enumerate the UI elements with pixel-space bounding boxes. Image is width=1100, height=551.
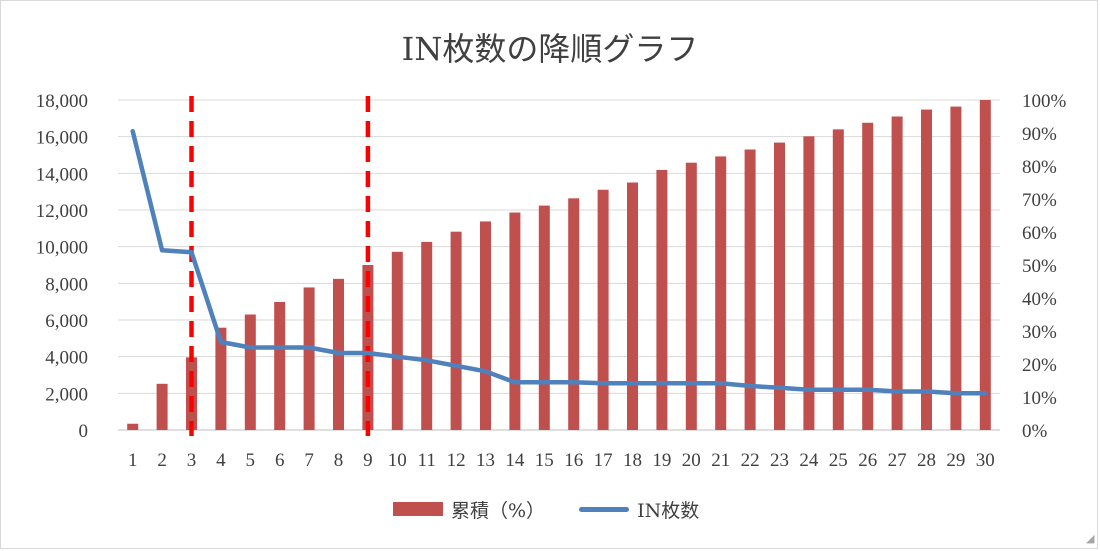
left-tick-label: 2,000 bbox=[45, 384, 88, 405]
right-axis-ticks: 0% 10% 20% 30% 40% 50% 60% 70% 80% 90% 100% bbox=[1022, 91, 1067, 442]
right-tick-label: 50% bbox=[1022, 256, 1057, 277]
right-tick-label: 30% bbox=[1022, 322, 1057, 343]
legend-item-in-count: IN枚数 bbox=[579, 496, 699, 523]
x-tick-label: 3 bbox=[187, 450, 197, 471]
right-tick-label: 90% bbox=[1022, 124, 1057, 145]
bar-19 bbox=[656, 169, 668, 430]
x-tick-label: 4 bbox=[216, 450, 226, 471]
line-in-count bbox=[130, 128, 988, 396]
bar-25 bbox=[832, 129, 844, 430]
x-tick-label: 7 bbox=[304, 450, 314, 471]
left-tick-label: 16,000 bbox=[36, 128, 88, 149]
x-tick-label: 17 bbox=[594, 450, 613, 471]
legend: 累積（%） IN枚数 bbox=[393, 494, 733, 524]
bar-15 bbox=[538, 205, 550, 430]
left-tick-label: 10,000 bbox=[36, 238, 88, 259]
legend-swatch-line bbox=[579, 506, 630, 512]
bar-23 bbox=[774, 142, 785, 430]
bar-21 bbox=[715, 156, 727, 430]
x-tick-label: 20 bbox=[682, 450, 701, 471]
left-tick-label: 6,000 bbox=[45, 311, 88, 332]
x-tick-label: 27 bbox=[888, 450, 907, 471]
right-tick-label: 100% bbox=[1022, 91, 1067, 112]
right-tick-label: 80% bbox=[1022, 157, 1057, 178]
right-tick-label: 0% bbox=[1022, 421, 1048, 442]
bar-10 bbox=[391, 251, 403, 430]
legend-label-cumulative: 累積（%） bbox=[451, 499, 546, 522]
x-tick-label: 11 bbox=[418, 450, 436, 471]
bar-12 bbox=[450, 231, 462, 430]
bar-14 bbox=[509, 212, 521, 430]
chart-title: IN枚数の降順グラフ bbox=[401, 30, 699, 68]
resize-handle-icon[interactable]: ◢ bbox=[1086, 532, 1095, 545]
right-tick-label: 10% bbox=[1022, 388, 1057, 409]
x-tick-label: 21 bbox=[711, 450, 730, 471]
bar-18 bbox=[627, 182, 638, 430]
x-tick-label: 12 bbox=[447, 450, 466, 471]
x-tick-label: 26 bbox=[858, 450, 877, 471]
gridlines bbox=[118, 99, 1000, 431]
x-tick-label: 25 bbox=[829, 450, 848, 471]
legend-swatch-bar bbox=[393, 502, 443, 516]
x-tick-label: 16 bbox=[564, 450, 583, 471]
right-tick-label: 60% bbox=[1022, 223, 1057, 244]
x-tick-label: 14 bbox=[505, 450, 525, 471]
right-tick-label: 40% bbox=[1022, 289, 1057, 310]
reference-lines bbox=[189, 96, 371, 436]
x-tick-label: 22 bbox=[741, 450, 760, 471]
bar-3 bbox=[186, 357, 197, 430]
x-tick-label: 24 bbox=[799, 450, 819, 471]
x-tick-label: 10 bbox=[388, 450, 407, 471]
x-tick-label: 29 bbox=[946, 450, 965, 471]
bar-4 bbox=[215, 327, 227, 430]
bar-7 bbox=[303, 287, 315, 430]
line-series bbox=[130, 128, 988, 396]
x-tick-label: 23 bbox=[770, 450, 789, 471]
x-tick-label: 30 bbox=[976, 450, 995, 471]
x-tick-label: 5 bbox=[246, 450, 256, 471]
bar-27 bbox=[891, 116, 903, 430]
bar-11 bbox=[421, 241, 433, 430]
bar-16 bbox=[568, 198, 580, 430]
left-axis-ticks: 0 2,000 4,000 6,000 8,000 10,000 12,000 14,000 1… bbox=[36, 91, 88, 442]
bar-2 bbox=[156, 383, 168, 430]
bar-5 bbox=[244, 314, 256, 430]
bar-6 bbox=[274, 301, 286, 430]
legend-item-cumulative: 累積（%） bbox=[393, 496, 545, 523]
left-tick-label: 8,000 bbox=[45, 274, 88, 295]
bar-29 bbox=[950, 106, 962, 430]
bar-28 bbox=[921, 109, 932, 430]
x-tick-label: 6 bbox=[275, 450, 285, 471]
left-tick-label: 0 bbox=[79, 421, 89, 442]
left-tick-label: 18,000 bbox=[36, 91, 88, 112]
bar-13 bbox=[480, 221, 491, 430]
right-tick-label: 20% bbox=[1022, 355, 1057, 376]
x-tick-label: 15 bbox=[535, 450, 554, 471]
x-tick-label: 1 bbox=[128, 450, 138, 471]
left-tick-label: 14,000 bbox=[36, 164, 88, 185]
x-axis-ticks: 1 2 3 4 5 6 7 8 9 10 11 12 13 14 15 16 17 18 19 20 21 22 23 24 2… bbox=[128, 450, 995, 471]
bar-17 bbox=[597, 189, 609, 430]
bar-1 bbox=[127, 423, 139, 430]
x-tick-label: 19 bbox=[652, 450, 671, 471]
bar-30 bbox=[979, 100, 991, 430]
right-tick-label: 70% bbox=[1022, 190, 1057, 211]
bar-22 bbox=[744, 149, 756, 430]
x-tick-label: 2 bbox=[157, 450, 167, 471]
left-tick-label: 4,000 bbox=[45, 348, 88, 369]
left-tick-label: 12,000 bbox=[36, 201, 88, 222]
x-tick-label: 28 bbox=[917, 450, 936, 471]
legend-label-in-count: IN枚数 bbox=[637, 499, 700, 522]
bar-26 bbox=[862, 122, 874, 431]
x-tick-label: 9 bbox=[363, 450, 373, 471]
x-tick-label: 13 bbox=[476, 450, 495, 471]
bar-20 bbox=[685, 162, 697, 430]
x-tick-label: 8 bbox=[334, 450, 344, 471]
x-tick-label: 18 bbox=[623, 450, 642, 471]
bar-24 bbox=[803, 136, 815, 431]
